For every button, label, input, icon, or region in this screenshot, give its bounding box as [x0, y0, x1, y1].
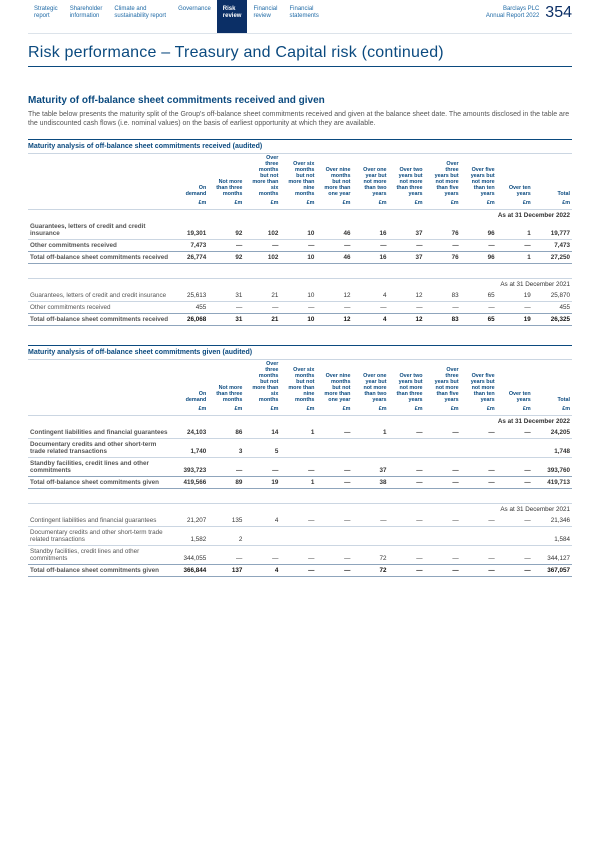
top-navigation: Strategic report Shareholder information…: [28, 0, 572, 34]
table-given-title-row: Maturity analysis of off-balance sheet c…: [28, 345, 572, 360]
nav-tab-strategic[interactable]: Strategic report: [28, 0, 64, 33]
nav-tab-risk-review[interactable]: Risk review: [217, 0, 248, 33]
col-header-row: On demand Not more than three months Ove…: [28, 360, 572, 406]
table-row: Other commitments received 7,473————————…: [28, 240, 572, 252]
col-10: Total: [533, 154, 572, 200]
table-total-row: Total off-balance sheet commitments rece…: [28, 314, 572, 326]
asof-2022: As at 31 December 2022: [28, 416, 572, 428]
asof-2022: As at 31 December 2022: [28, 210, 572, 222]
page-number: 354: [539, 0, 572, 33]
maturity-heading: Maturity of off-balance sheet commitment…: [28, 95, 572, 106]
table-total-row: Total off-balance sheet commitments give…: [28, 477, 572, 489]
table-given: On demand Not more than three months Ove…: [28, 360, 572, 578]
table-total-row: Total off-balance sheet commitments rece…: [28, 252, 572, 264]
nav-tab-governance[interactable]: Governance: [172, 0, 217, 33]
table-row: Other commitments received 455—————————4…: [28, 302, 572, 314]
table-row: Contingent liabilities and financial gua…: [28, 427, 572, 439]
report-name: Annual Report 2022: [486, 13, 539, 20]
company-name: Barclays PLC: [486, 6, 539, 13]
table-given-title: Maturity analysis of off-balance sheet c…: [28, 349, 252, 356]
col-4: Over nine months but not more than one y…: [316, 154, 352, 200]
maturity-intro: The table below presents the maturity sp…: [28, 110, 572, 129]
col-header-row: On demand Not more than three months Ove…: [28, 154, 572, 200]
table-received-title-row: Maturity analysis of off-balance sheet c…: [28, 139, 572, 154]
table-row: Standby facilities, credit lines and oth…: [28, 458, 572, 477]
col-2: Over three months but not more than six …: [244, 154, 280, 200]
asof-2021: As at 31 December 2021: [28, 504, 572, 516]
col-0: On demand: [172, 154, 208, 200]
unit-row: £m£m£m£m£m£m£m£m£m£m£m: [28, 199, 572, 209]
nav-tab-shareholder[interactable]: Shareholder information: [64, 0, 109, 33]
table-received: On demand Not more than three months Ove…: [28, 154, 572, 327]
asof-2021: As at 31 December 2021: [28, 279, 572, 291]
nav-tab-financial-review[interactable]: Financial review: [247, 0, 283, 33]
col-5: Over one year but not more than two year…: [352, 154, 388, 200]
table-row: Standby facilities, credit lines and oth…: [28, 546, 572, 565]
col-6: Over two years but not more than three y…: [389, 154, 425, 200]
table-row: Documentary credits and other short-term…: [28, 439, 572, 458]
col-9: Over ten years: [497, 154, 533, 200]
table-received-title: Maturity analysis of off-balance sheet c…: [28, 143, 262, 150]
report-id-block: Barclays PLC Annual Report 2022: [480, 0, 539, 33]
page-root: Strategic report Shareholder information…: [0, 0, 600, 598]
col-3: Over six months but not more than nine m…: [280, 154, 316, 200]
nav-tab-climate[interactable]: Climate and sustainability report: [108, 0, 172, 33]
col-1: Not more than three months: [208, 154, 244, 200]
title-rule: [28, 66, 572, 67]
col-7: Over three years but not more than five …: [425, 154, 461, 200]
col-8: Over five years but not more than ten ye…: [461, 154, 497, 200]
page-title: Risk performance – Treasury and Capital …: [28, 44, 572, 62]
table-row: Guarantees, letters of credit and credit…: [28, 290, 572, 302]
unit-row: £m£m£m£m£m£m£m£m£m£m£m: [28, 405, 572, 415]
nav-tab-financial-statements[interactable]: Financial statements: [283, 0, 324, 33]
table-row: Contingent liabilities and financial gua…: [28, 515, 572, 527]
table-row: Documentary credits and other short-term…: [28, 527, 572, 546]
table-total-row: Total off-balance sheet commitments give…: [28, 565, 572, 577]
table-row: Guarantees, letters of credit and credit…: [28, 221, 572, 240]
